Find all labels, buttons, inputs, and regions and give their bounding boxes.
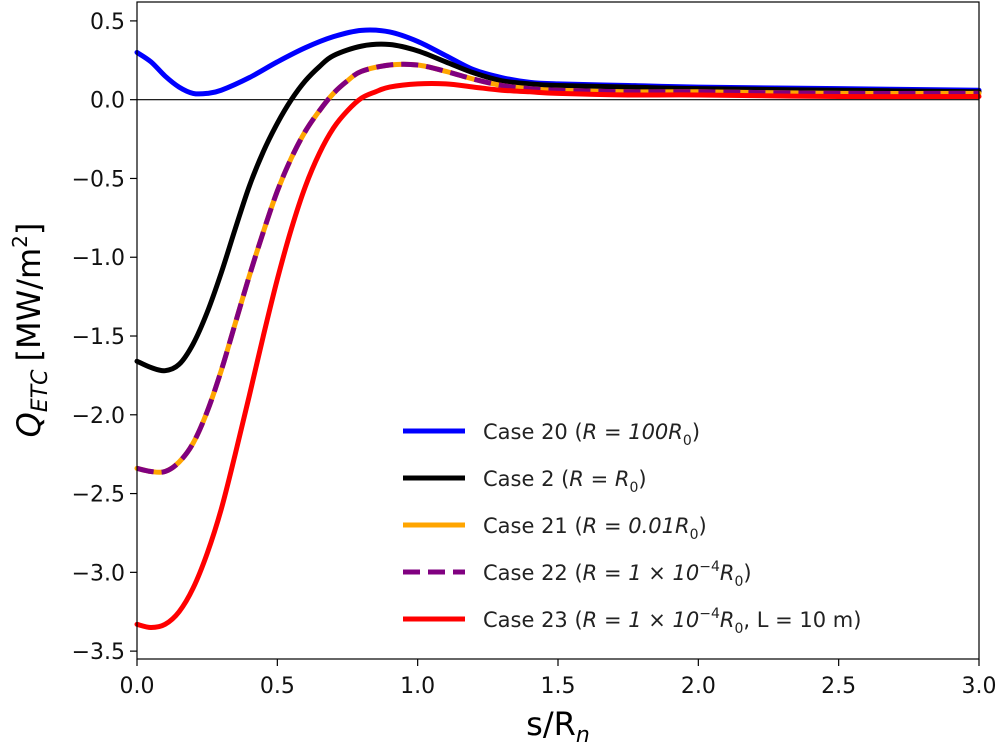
- legend-entry-label: Case 21 (R = 0.01R0): [483, 514, 707, 543]
- y-tick-label: 0.5: [90, 10, 125, 35]
- x-axis-label: s/Rn: [526, 705, 590, 745]
- y-tick-label: −0.5: [72, 167, 125, 192]
- legend-part-prefix: Case 23 (: [483, 608, 583, 632]
- series-line-case-2: [134, 41, 982, 374]
- x-axis-label-subscript: n: [576, 723, 590, 745]
- y-tick-label: −1.0: [72, 246, 125, 271]
- legend: Case 20 (R = 100R0)Case 2 (R = R0)Case 2…: [403, 420, 861, 637]
- legend-part-suffix: ): [743, 561, 751, 585]
- y-axis-label-main: Q: [10, 412, 48, 437]
- y-axis-label: QETC [MW/m2]: [8, 223, 53, 438]
- legend-part-math: R = 1 × 10: [583, 608, 700, 632]
- legend-part-prefix: Case 2 (: [483, 467, 569, 491]
- legend-part-suffix: ): [638, 467, 646, 491]
- legend-part-suffix: ): [698, 514, 706, 538]
- x-axis-label-main: s/R: [526, 705, 576, 743]
- legend-part-prefix: Case 21 (: [483, 514, 583, 538]
- x-tick-label: 1.5: [541, 674, 576, 699]
- legend-part-prefix: Case 20 (: [483, 420, 583, 444]
- legend-entry-label: Case 23 (R = 1 × 10−4R0, L = 10 m): [483, 606, 861, 637]
- legend-part-math: R = 0.01R: [583, 514, 690, 538]
- y-tick-label: −2.0: [72, 404, 125, 429]
- legend-part-math: R = R: [569, 467, 629, 491]
- y-tick-label: 0.0: [90, 89, 125, 114]
- x-tick-label: 3.0: [962, 674, 997, 699]
- y-axis-label-unit: [MW/m: [10, 248, 48, 362]
- x-tick-label: 1.0: [400, 674, 435, 699]
- series-layer: [134, 27, 982, 630]
- legend-part-math: R = 100R: [583, 420, 683, 444]
- x-tick-label: 2.0: [681, 674, 716, 699]
- y-tick-label: −3.0: [72, 561, 125, 586]
- legend-part-prefix: Case 22 (: [483, 561, 583, 585]
- series-line-case-21: [134, 61, 982, 475]
- x-tick-label: 2.5: [821, 674, 856, 699]
- x-tick-label: 0.5: [260, 674, 295, 699]
- x-axis-ticks: 0.0 0.5 1.0 1.5 2.0 2.5 3.0: [120, 659, 997, 699]
- legend-entry-label: Case 20 (R = 100R0): [483, 420, 700, 449]
- legend-part-math2: R: [720, 561, 735, 585]
- y-tick-label: −1.5: [72, 325, 125, 350]
- legend-part-sub: 0: [734, 574, 743, 590]
- legend-part-sup: −4: [699, 606, 720, 622]
- legend-part-suffix: ): [692, 420, 700, 444]
- legend-part-sup: −4: [699, 559, 720, 575]
- legend-part-math2: R: [720, 608, 735, 632]
- legend-part-sub: 0: [629, 480, 638, 496]
- y-axis-label-subscript: ETC: [28, 369, 53, 412]
- legend-part-sub: 0: [734, 621, 743, 637]
- y-tick-label: −3.5: [72, 640, 125, 665]
- series-line-case-23: [134, 81, 982, 630]
- y-axis-label-unit-close: ]: [10, 223, 48, 235]
- x-tick-label: 0.0: [120, 674, 155, 699]
- legend-part-suffix: , L = 10 m): [743, 608, 861, 632]
- legend-part-math: R = 1 × 10: [583, 561, 700, 585]
- legend-entry-label: Case 22 (R = 1 × 10−4R0): [483, 559, 752, 590]
- y-axis-label-unit-superscript: 2: [8, 235, 32, 248]
- legend-part-sub: 0: [683, 433, 692, 449]
- legend-part-sub: 0: [690, 527, 699, 543]
- y-axis-ticks: 0.5 0.0 −0.5 −1.0 −1.5 −2.0 −2.5 −3.0 −3.5: [72, 10, 137, 665]
- plot-area: [137, 2, 979, 659]
- legend-entry-label: Case 2 (R = R0): [483, 467, 647, 496]
- y-tick-label: −2.5: [72, 483, 125, 508]
